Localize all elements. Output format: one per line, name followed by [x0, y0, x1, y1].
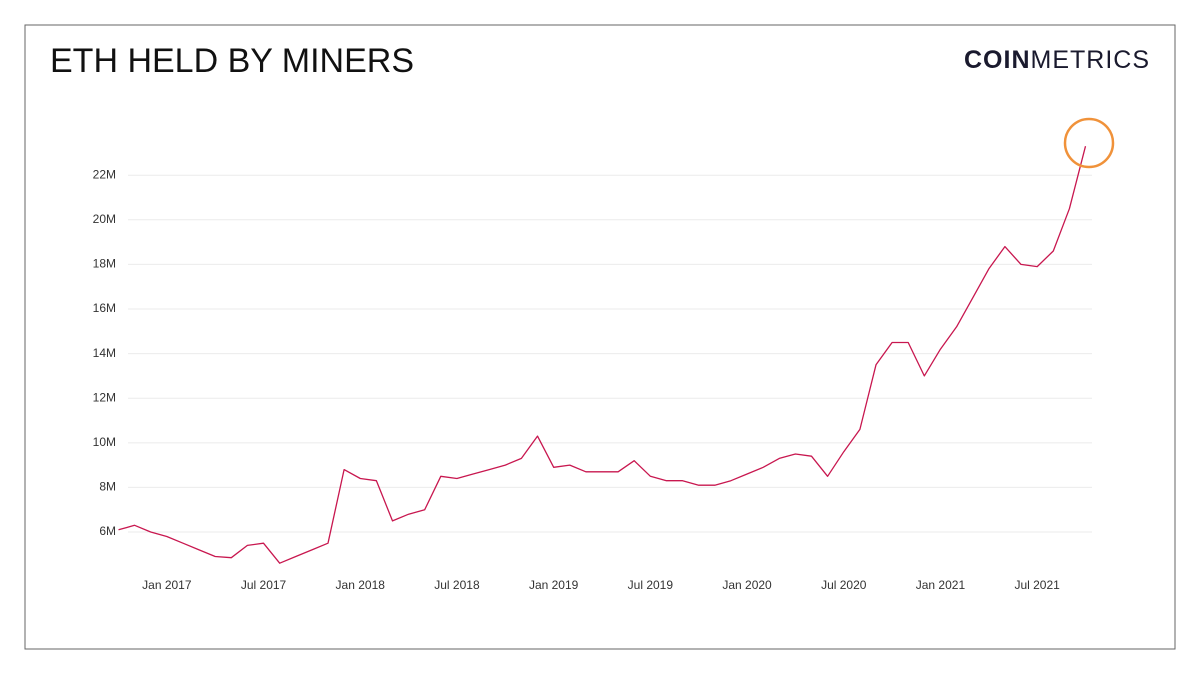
y-tick-label: 10M [93, 435, 116, 449]
x-tick-label: Jan 2021 [916, 578, 966, 592]
plot: 6M 8M 10M 12M 14M 16M 18M 20M 22M Jan 2017 Jul 201… [93, 146, 1092, 592]
y-tick-label: 8M [99, 480, 116, 494]
frame [24, 24, 1176, 650]
x-tick-label: Jan 2017 [142, 578, 192, 592]
x-tick-label: Jan 2019 [529, 578, 579, 592]
y-tick-label: 22M [93, 167, 116, 181]
chart-title: ETH HELD BY MINERS [50, 42, 414, 80]
logo-bold: COIN [964, 46, 1031, 74]
y-tick-label: 12M [93, 390, 116, 404]
x-tick-label: Jul 2018 [434, 578, 480, 592]
x-tick-label: Jan 2020 [722, 578, 772, 592]
x-tick-label: Jul 2019 [628, 578, 674, 592]
y-tick-label: 20M [93, 212, 116, 226]
y-tick-label: 16M [93, 301, 116, 315]
x-tick-label: Jul 2017 [241, 578, 287, 592]
x-tick-label: Jan 2018 [336, 578, 386, 592]
highlight-circle [1063, 117, 1115, 169]
x-tick-label: Jul 2020 [821, 578, 867, 592]
logo-light: METRICS [1031, 46, 1151, 74]
logo: COINMETRICS [964, 46, 1150, 74]
data-line [118, 146, 1087, 564]
y-tick-label: 6M [99, 524, 116, 538]
y-tick-label: 18M [93, 257, 116, 271]
y-tick-label: 14M [93, 346, 116, 360]
x-tick-label: Jul 2021 [1014, 578, 1060, 592]
